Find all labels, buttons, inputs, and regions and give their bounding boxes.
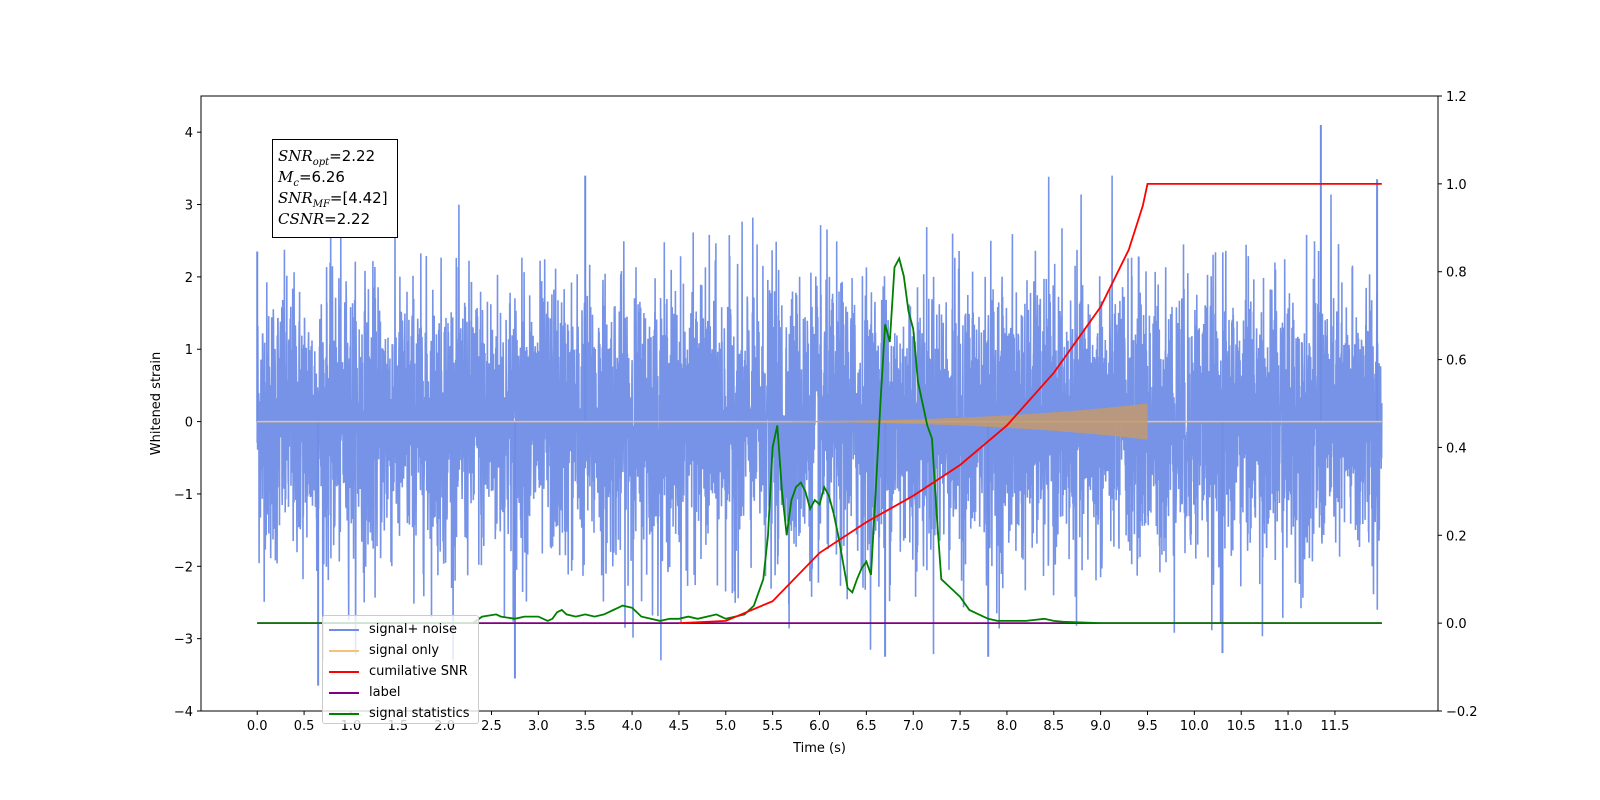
legend-swatch xyxy=(329,712,359,715)
x-tick-label: 6.0 xyxy=(809,719,830,734)
y2-tick-label: 0.2 xyxy=(1446,529,1467,544)
x-tick-label: 9.5 xyxy=(1137,719,1158,734)
y2-tick-label: 0.0 xyxy=(1446,617,1467,632)
x-tick-label: 7.5 xyxy=(950,719,971,734)
y-tick-label: −1 xyxy=(174,488,193,503)
signal-only-series xyxy=(257,403,1382,440)
x-tick-label: 8.0 xyxy=(997,719,1018,734)
y-tick-label: 4 xyxy=(185,126,193,141)
y2-tick-label: 1.0 xyxy=(1446,178,1467,193)
snr-opt-annotation: SNRopt=2.22 xyxy=(278,147,376,168)
legend-item-label: label xyxy=(329,682,472,703)
x-tick-label: 5.0 xyxy=(715,719,736,734)
legend-item-signal-noise: signal+ noise xyxy=(329,619,472,640)
x-tick-label: 3.0 xyxy=(528,719,549,734)
y-tick-label: 0 xyxy=(185,416,193,431)
x-tick-label: 10.0 xyxy=(1180,719,1209,734)
y2-tick-label: −0.2 xyxy=(1446,705,1478,720)
signal-statistics-line xyxy=(257,256,1382,624)
signal-only-chirp xyxy=(678,403,1148,440)
y2-tick-label: 0.6 xyxy=(1446,354,1467,369)
x-tick-label: 0.0 xyxy=(247,719,268,734)
y-axis-label: Whitened strain xyxy=(149,352,164,455)
y2-tick-label: 0.8 xyxy=(1446,266,1467,281)
legend-swatch xyxy=(329,691,359,694)
y-tick-label: 3 xyxy=(185,199,193,214)
legend-swatch xyxy=(329,628,359,631)
x-tick-label: 8.5 xyxy=(1043,719,1064,734)
x-tick-label: 10.5 xyxy=(1227,719,1256,734)
cumilative-snr-line xyxy=(678,182,1382,624)
legend-item-signal-statistics: signal statistics xyxy=(329,703,472,724)
x-tick-label: 4.5 xyxy=(669,719,690,734)
x-tick-label: 4.0 xyxy=(622,719,643,734)
legend-swatch xyxy=(329,649,359,652)
x-axis-label: Time (s) xyxy=(792,741,846,756)
statistics-annotation-box: SNRopt=2.22 Mc=6.26 SNRMF=[4.42] CSNR=2.… xyxy=(272,139,398,238)
x-tick-label: 7.0 xyxy=(903,719,924,734)
y2-tick-label: 1.2 xyxy=(1446,90,1467,105)
x-tick-label: 5.5 xyxy=(762,719,783,734)
y2-tick-label: 0.4 xyxy=(1446,441,1467,456)
legend-swatch xyxy=(329,670,359,673)
legend-item-signal-only: signal only xyxy=(329,640,472,661)
signal-noise-line xyxy=(256,175,1383,661)
y-tick-label: −3 xyxy=(174,633,193,648)
y-tick-label: 1 xyxy=(185,343,193,358)
y-tick-label: 2 xyxy=(185,271,193,286)
x-tick-label: 3.5 xyxy=(575,719,596,734)
y-tick-label: −2 xyxy=(174,560,193,575)
snr-mf-annotation: SNRMF=[4.42] xyxy=(278,189,388,210)
y-tick-label: −4 xyxy=(174,705,193,720)
x-tick-label: 11.5 xyxy=(1320,719,1349,734)
chirp-mass-annotation: Mc=6.26 xyxy=(278,168,345,189)
x-tick-label: 6.5 xyxy=(856,719,877,734)
signal-noise-series xyxy=(256,124,1383,686)
x-tick-label: 11.0 xyxy=(1274,719,1303,734)
x-tick-label: 9.0 xyxy=(1090,719,1111,734)
legend: signal+ noise signal only cumilative SNR… xyxy=(322,615,479,724)
legend-item-cumulative-snr: cumilative SNR xyxy=(329,661,472,682)
x-tick-label: 2.5 xyxy=(481,719,502,734)
csnr-annotation: CSNR=2.22 xyxy=(278,210,371,228)
x-tick-label: 0.5 xyxy=(294,719,315,734)
